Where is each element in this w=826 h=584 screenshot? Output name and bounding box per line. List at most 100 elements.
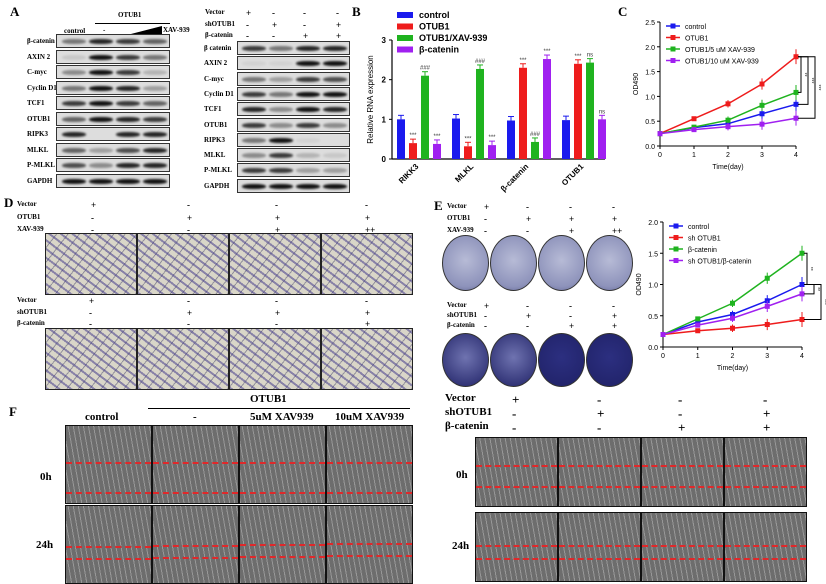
protein-band bbox=[269, 46, 293, 51]
significance-annotation: *** bbox=[519, 58, 527, 64]
protein-band bbox=[296, 46, 320, 51]
wound-edge-line bbox=[559, 486, 640, 488]
condition-mark: - bbox=[272, 31, 275, 41]
protein-band bbox=[116, 101, 140, 106]
blot-row-label: MLKL bbox=[27, 145, 49, 154]
y-tick-label: 3 bbox=[382, 36, 387, 45]
condition-mark: + bbox=[187, 307, 193, 318]
protein-band bbox=[62, 132, 86, 137]
western-blot-9 bbox=[56, 173, 170, 188]
column-label: control bbox=[85, 411, 119, 423]
y-tick-label: 0 bbox=[382, 155, 387, 164]
data-point bbox=[695, 316, 701, 322]
wound-edge-line bbox=[66, 492, 151, 494]
y-tick-label: 0.0 bbox=[645, 144, 655, 151]
legend-marker bbox=[673, 258, 679, 263]
bar bbox=[421, 75, 429, 159]
protein-band bbox=[89, 163, 113, 168]
colony-plate bbox=[586, 235, 633, 291]
time-label-24h: 24h bbox=[36, 539, 54, 551]
protein-band bbox=[323, 122, 347, 128]
protein-band bbox=[62, 178, 86, 184]
wound-healing-image bbox=[724, 437, 807, 507]
bar bbox=[586, 62, 594, 159]
condition-label: OTUB1 bbox=[17, 212, 41, 221]
condition-mark: - bbox=[678, 392, 683, 407]
significance-annotation: *** bbox=[433, 134, 441, 140]
colony-plate bbox=[490, 333, 537, 387]
y-tick-label: 1.5 bbox=[645, 70, 655, 77]
transwell-image bbox=[229, 328, 321, 390]
legend-label: β-catenin bbox=[688, 247, 717, 254]
condition-mark: - bbox=[484, 311, 487, 321]
data-point bbox=[759, 102, 765, 108]
condition-mark: - bbox=[597, 420, 602, 435]
western-blot-5 bbox=[56, 111, 170, 126]
condition-mark: - bbox=[526, 226, 529, 236]
wound-edge-line bbox=[327, 543, 412, 545]
legend-label: OTUB1 bbox=[685, 36, 708, 43]
transwell-image bbox=[137, 233, 229, 295]
colony-plate bbox=[538, 333, 585, 387]
condition-mark: - bbox=[569, 301, 572, 311]
group-underline bbox=[148, 408, 410, 409]
protein-band bbox=[269, 76, 293, 82]
column-label: - bbox=[193, 411, 197, 423]
significance-label: *** bbox=[808, 78, 814, 84]
protein-band bbox=[89, 101, 113, 106]
protein-band bbox=[62, 85, 86, 91]
blot-row-label: OTUB1 bbox=[27, 114, 51, 123]
data-point bbox=[764, 322, 770, 327]
wound-healing-image bbox=[641, 512, 724, 582]
data-point bbox=[799, 291, 805, 297]
bar bbox=[531, 141, 539, 159]
wound-healing-image bbox=[65, 505, 152, 584]
condition-mark: + bbox=[569, 214, 575, 224]
data-point bbox=[660, 332, 666, 337]
protein-band bbox=[323, 183, 347, 189]
significance-bracket bbox=[804, 284, 822, 320]
condition-mark: + bbox=[275, 212, 281, 223]
transwell-image bbox=[321, 233, 413, 295]
time-label-24h: 24h bbox=[452, 540, 470, 552]
data-point bbox=[799, 282, 805, 287]
condition-label: XAV-939 bbox=[17, 225, 44, 233]
panel-label-d: D bbox=[4, 195, 14, 210]
x-axis-label: Time(day) bbox=[712, 164, 743, 171]
significance-annotation: ns bbox=[587, 53, 593, 59]
protein-band bbox=[89, 116, 113, 122]
legend-label: sh OTUB1/β-catenin bbox=[688, 259, 752, 266]
wound-healing-image bbox=[558, 437, 641, 507]
condition-mark: ++ bbox=[612, 226, 623, 236]
significance-annotation: *** bbox=[488, 135, 496, 141]
data-point bbox=[730, 300, 735, 306]
wound-healing-image bbox=[152, 425, 239, 504]
western-blot-shotub1-1 bbox=[237, 56, 350, 71]
group-underline bbox=[95, 23, 170, 24]
condition-mark: + bbox=[484, 301, 490, 311]
condition-mark: + bbox=[89, 296, 95, 306]
condition-mark: - bbox=[612, 301, 615, 311]
condition-mark: + bbox=[336, 31, 342, 41]
condition-mark: - bbox=[89, 319, 92, 329]
x-tick-label: 1 bbox=[696, 353, 700, 360]
data-point bbox=[725, 117, 731, 123]
protein-band bbox=[323, 61, 347, 67]
data-point bbox=[799, 317, 805, 322]
y-tick-label: 1.0 bbox=[648, 283, 658, 290]
western-blot-shotub1-2 bbox=[237, 71, 350, 86]
condition-mark: - bbox=[365, 200, 368, 210]
colony-plate bbox=[586, 333, 633, 387]
protein-band bbox=[242, 153, 266, 159]
condition-mark: - bbox=[187, 319, 190, 329]
condition-label: Vector bbox=[447, 202, 467, 210]
significance-label: ** bbox=[814, 287, 820, 291]
wound-edge-line bbox=[559, 465, 640, 467]
condition-label: shOTUB1 bbox=[205, 19, 235, 28]
legend-label: OTUB1/10 uM XAV-939 bbox=[685, 59, 759, 66]
protein-band bbox=[242, 107, 266, 113]
protein-band bbox=[269, 61, 293, 67]
legend-marker bbox=[670, 58, 676, 63]
data-point bbox=[695, 322, 701, 328]
condition-mark: - bbox=[678, 406, 683, 421]
